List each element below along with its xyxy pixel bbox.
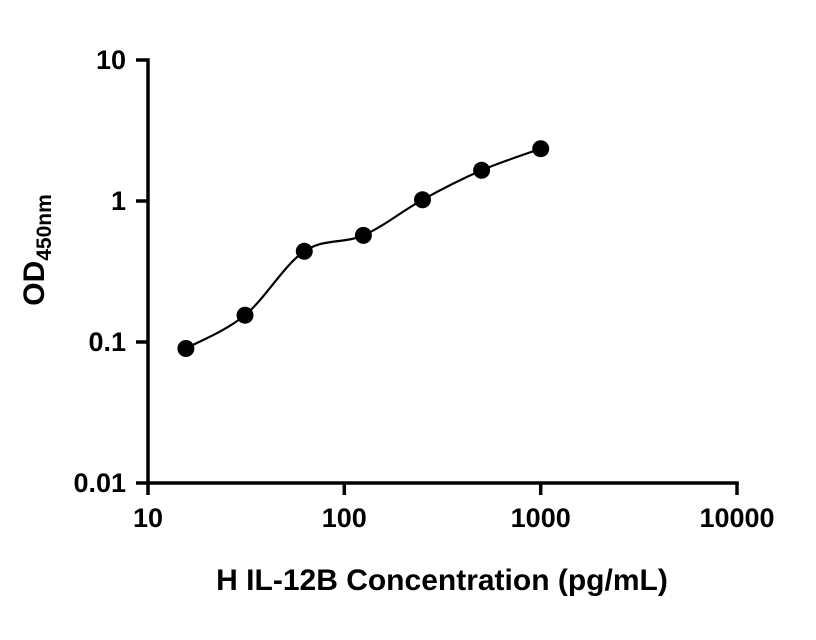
y-axis-title-subscript: 450nm <box>33 194 56 261</box>
data-point <box>354 226 372 244</box>
y-tick-label: 10 <box>96 45 126 75</box>
data-point <box>295 242 313 260</box>
data-point <box>473 161 491 179</box>
data-point <box>236 306 254 324</box>
axes-layer: 10 100 1000 10000 0.01 0.1 1 10 <box>73 45 774 533</box>
x-tick-label: 100 <box>322 503 367 533</box>
y-tick-label: 1 <box>111 186 126 216</box>
x-tick-label: 10 <box>133 503 163 533</box>
x-axis-title: H IL-12B Concentration (pg/mL) <box>216 564 668 597</box>
x-tick-label: 10000 <box>699 503 774 533</box>
y-axis-title: OD450nm <box>18 194 56 306</box>
data-point <box>177 340 195 357</box>
data-point <box>532 140 550 158</box>
x-tick-label: 1000 <box>511 503 571 533</box>
y-tick-label: 0.1 <box>88 327 126 357</box>
y-axis-title-main: OD <box>18 261 51 306</box>
data-point <box>414 191 431 209</box>
y-tick-label: 0.01 <box>73 468 126 498</box>
data-layer <box>177 140 550 357</box>
